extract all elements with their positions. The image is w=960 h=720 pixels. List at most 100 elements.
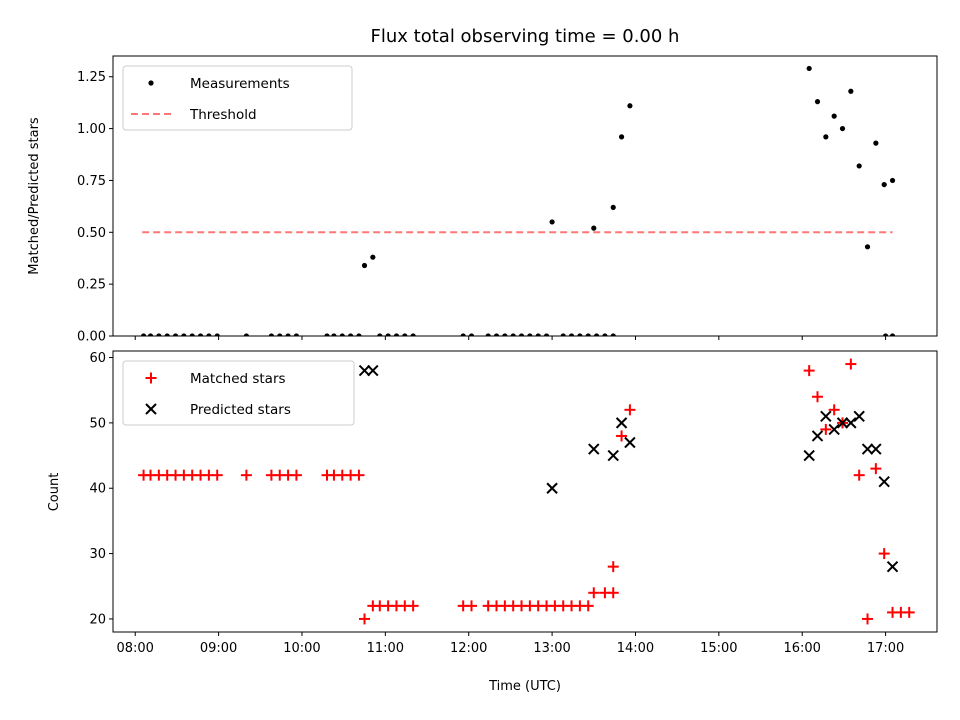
measurement-point — [889, 333, 896, 336]
measurement-point — [518, 333, 525, 336]
matched-star-marker — [607, 561, 619, 573]
measurement-point — [277, 333, 283, 336]
bottom-y-tick-label: 30 — [89, 547, 106, 562]
predicted-star-marker — [861, 443, 874, 455]
measurement-point — [348, 333, 354, 336]
measurement-point — [410, 333, 416, 336]
matched-star-marker — [359, 613, 371, 625]
predicted-star-marker — [607, 449, 619, 462]
matched-star-marker — [862, 613, 874, 625]
measurement-point — [889, 177, 896, 184]
measurement-point — [356, 333, 362, 336]
matched-star-marker — [870, 463, 882, 475]
measurement-point — [882, 333, 889, 336]
measurement-point — [814, 99, 821, 105]
measurement-point — [864, 244, 871, 250]
measurement-point — [610, 204, 616, 211]
measurement-point — [460, 333, 466, 336]
x-tick-label: 15:00 — [700, 641, 737, 656]
x-tick-label: 12:00 — [450, 641, 487, 656]
predicted-star-marker — [624, 436, 636, 449]
measurement-point — [527, 333, 533, 336]
legend-measurements-marker — [148, 80, 154, 86]
measurement-point — [806, 65, 812, 72]
measurement-point — [568, 333, 575, 336]
bottom-y-tick-label: 60 — [89, 351, 106, 366]
matched-star-marker — [878, 548, 890, 560]
legend-predicted-marker — [145, 403, 157, 415]
matched-star-marker — [466, 600, 478, 612]
measurement-point — [370, 254, 376, 260]
legend-label: Predicted stars — [190, 402, 291, 418]
top-legend-box — [122, 65, 353, 131]
top-y-tick-label: 0.25 — [77, 278, 106, 293]
predicted-star-marker — [615, 417, 628, 429]
matched-star-marker — [903, 606, 915, 618]
top-y-tick-label: 1.25 — [77, 70, 106, 85]
matched-star-marker — [820, 423, 832, 435]
measurement-point — [156, 333, 162, 336]
matched-star-marker — [803, 365, 815, 377]
measurement-point — [593, 333, 600, 336]
measurement-point — [324, 333, 330, 336]
matched-star-marker — [607, 587, 619, 599]
matched-star-marker — [290, 469, 302, 481]
predicted-star-marker — [853, 410, 865, 423]
top-axes-frame — [112, 55, 938, 337]
measurement-point — [206, 333, 212, 336]
top-plot-area — [140, 65, 896, 336]
bottom-plot-area — [138, 358, 915, 625]
measurement-point — [361, 262, 368, 269]
predicted-star-marker — [803, 449, 815, 462]
measurement-point — [172, 333, 179, 336]
matched-star-marker — [353, 469, 365, 481]
x-tick-label: 09:00 — [200, 641, 237, 656]
matched-star-marker — [853, 469, 865, 481]
matched-star-marker — [845, 358, 857, 370]
measurement-point — [577, 333, 583, 336]
legend-label: Threshold — [189, 107, 257, 123]
matched-star-marker — [828, 404, 840, 416]
matched-star-marker — [616, 430, 628, 442]
predicted-star-marker — [358, 364, 371, 377]
predicted-star-marker — [870, 443, 882, 455]
predicted-star-marker — [546, 482, 558, 494]
bottom-y-tick-label: 20 — [89, 612, 106, 627]
measurement-point — [502, 333, 508, 336]
measurement-point — [493, 333, 500, 336]
measurement-point — [591, 225, 597, 231]
top-y-axis-label: Matched/Predicted stars — [27, 117, 42, 275]
x-tick-label: 14:00 — [617, 641, 654, 656]
measurement-point — [468, 333, 475, 336]
measurement-point — [485, 333, 491, 336]
measurement-point — [402, 333, 408, 336]
measurement-point — [140, 333, 147, 336]
measurement-point — [181, 333, 187, 336]
matched-star-marker — [582, 600, 594, 612]
predicted-star-marker — [588, 443, 600, 455]
legend-label: Measurements — [190, 76, 290, 92]
x-tick-label: 10:00 — [283, 641, 320, 656]
top-y-tick-label: 0.50 — [77, 226, 106, 241]
x-tick-label: 08:00 — [116, 641, 153, 656]
matched-star-marker — [588, 587, 600, 599]
bottom-y-axis-label: Count — [47, 473, 62, 512]
measurement-point — [385, 333, 391, 336]
measurement-point — [543, 333, 550, 336]
measurement-point — [831, 113, 837, 119]
predicted-star-marker — [878, 475, 890, 488]
measurement-point — [147, 333, 154, 336]
measurement-point — [602, 333, 608, 336]
measurement-point — [848, 88, 854, 94]
measurement-point — [214, 333, 220, 336]
chart-title: Flux total observing time = 0.00 h — [371, 26, 680, 47]
measurement-point — [268, 333, 275, 336]
legend-label: Matched stars — [190, 371, 286, 387]
predicted-star-marker — [820, 410, 832, 423]
predicted-star-marker — [886, 560, 899, 573]
bottom-legend: Matched stars Predicted stars — [122, 360, 355, 426]
predicted-star-marker — [845, 417, 857, 429]
x-axis-label: Time (UTC) — [488, 679, 561, 694]
measurement-point — [293, 333, 300, 336]
